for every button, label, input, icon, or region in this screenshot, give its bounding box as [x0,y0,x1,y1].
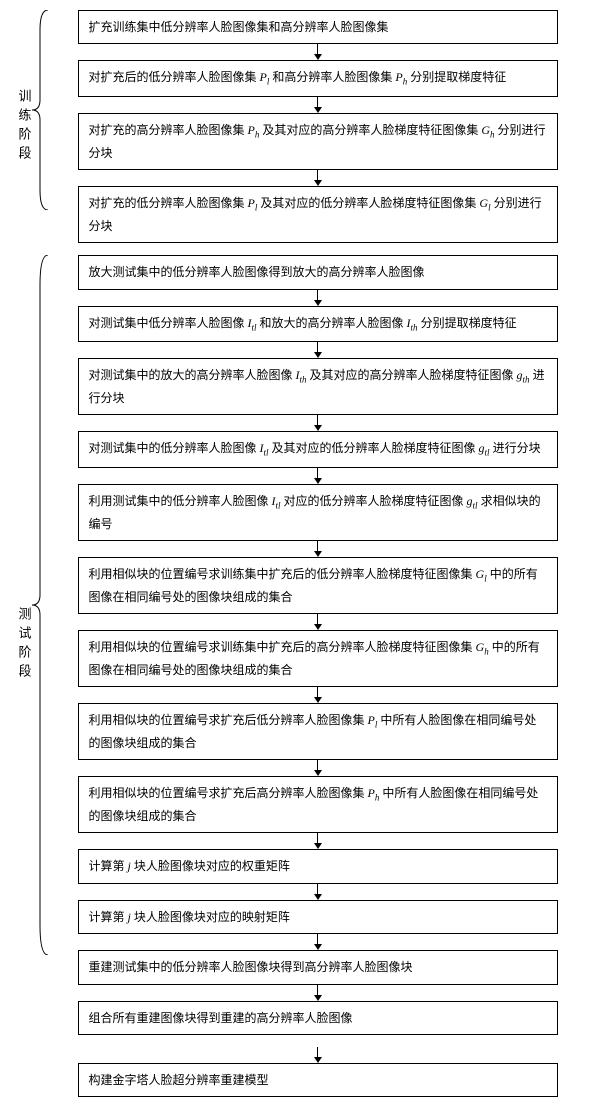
phase-label-text: 测试阶段 [15,607,34,683]
arrow-icon [314,342,322,358]
step-box: 利用相似块的位置编号求训练集中扩充后的高分辨率人脸梯度特征图像集 Gh 中的所有… [78,630,558,687]
step-box: 对扩充的高分辨率人脸图像集 Ph 及其对应的高分辨率人脸梯度特征图像集 Gh 分… [78,113,558,170]
step-box: 利用相似块的位置编号求扩充后高分辨率人脸图像集 Ph 中所有人脸图像在相同编号处… [78,776,558,833]
arrow-icon [314,541,322,557]
brace-icon [32,255,48,955]
step-box: 计算第 j 块人脸图像块对应的映射矩阵 [78,900,558,934]
training-phase-group: 训练阶段 扩充训练集中低分辨率人脸图像集和高分辨率人脸图像集 对扩充后的低分辨率… [10,10,587,243]
brace-icon [32,10,48,210]
step-box: 利用相似块的位置编号求训练集中扩充后的低分辨率人脸梯度特征图像集 Gl 中的所有… [78,557,558,614]
test-phase-group: 测试阶段 放大测试集中的低分辨率人脸图像得到放大的高分辨率人脸图像 对测试集中低… [10,255,587,1035]
test-phase-label: 测试阶段 [10,255,46,1035]
flowchart-container: 训练阶段 扩充训练集中低分辨率人脸图像集和高分辨率人脸图像集 对扩充后的低分辨率… [10,10,587,1097]
final-arrow [78,1047,558,1063]
phase-label-text: 训练阶段 [15,89,34,165]
step-box: 对测试集中低分辨率人脸图像 Itl 和放大的高分辨率人脸图像 Ith 分别提取梯… [78,306,558,343]
step-box: 放大测试集中的低分辨率人脸图像得到放大的高分辨率人脸图像 [78,255,558,289]
arrow-icon [314,687,322,703]
arrow-icon [314,97,322,113]
step-box: 扩充训练集中低分辨率人脸图像集和高分辨率人脸图像集 [78,10,558,44]
final-step-box: 构建金字塔人脸超分辨率重建模型 [78,1063,558,1097]
arrow-icon [314,934,322,950]
step-text: 重建测试集中的低分辨率人脸图像块得到高分辨率人脸图像块 [89,960,413,974]
step-box: 组合所有重建图像块得到重建的高分辨率人脸图像 [78,1001,558,1035]
arrow-icon [314,614,322,630]
arrow-icon [314,985,322,1001]
final-step-text: 构建金字塔人脸超分辨率重建模型 [89,1073,269,1087]
arrow-icon [314,760,322,776]
step-box: 对测试集中的低分辨率人脸图像 Itl 及其对应的低分辨率人脸梯度特征图像 gtl… [78,431,558,468]
arrow-icon [314,884,322,900]
arrow-icon [314,415,322,431]
step-box: 对测试集中的放大的高分辨率人脸图像 Ith 及其对应的高分辨率人脸梯度特征图像 … [78,358,558,415]
arrow-icon [314,44,322,60]
step-box: 重建测试集中的低分辨率人脸图像块得到高分辨率人脸图像块 [78,950,558,984]
training-phase-label: 训练阶段 [10,10,46,243]
step-text: 组合所有重建图像块得到重建的高分辨率人脸图像 [89,1011,353,1025]
step-text: 扩充训练集中低分辨率人脸图像集和高分辨率人脸图像集 [89,20,389,34]
step-box: 对扩充后的低分辨率人脸图像集 Pl 和高分辨率人脸图像集 Ph 分别提取梯度特征 [78,60,558,97]
test-steps: 放大测试集中的低分辨率人脸图像得到放大的高分辨率人脸图像 对测试集中低分辨率人脸… [46,255,587,1035]
step-box: 计算第 j 块人脸图像块对应的权重矩阵 [78,849,558,883]
arrow-icon [314,468,322,484]
arrow-icon [314,833,322,849]
training-steps: 扩充训练集中低分辨率人脸图像集和高分辨率人脸图像集 对扩充后的低分辨率人脸图像集… [46,10,587,243]
step-text: 放大测试集中的低分辨率人脸图像得到放大的高分辨率人脸图像 [89,265,425,279]
arrow-icon [314,170,322,186]
step-box: 对扩充的低分辨率人脸图像集 Pl 及其对应的低分辨率人脸梯度特征图像集 Gl 分… [78,186,558,243]
step-box: 利用相似块的位置编号求扩充后低分辨率人脸图像集 Pl 中所有人脸图像在相同编号处… [78,703,558,760]
arrow-icon [314,290,322,306]
step-box: 利用测试集中的低分辨率人脸图像 Itl 对应的低分辨率人脸梯度特征图像 gtl … [78,484,558,541]
